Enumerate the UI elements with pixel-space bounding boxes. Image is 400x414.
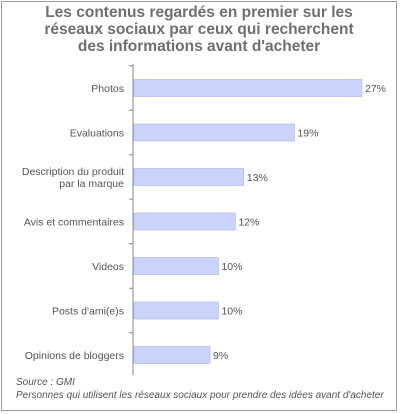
source-note: Source : GMI bbox=[16, 377, 75, 388]
bar-value-label: 27% bbox=[365, 83, 386, 95]
bar-value-label: 10% bbox=[221, 261, 242, 273]
category-label: Opinions de bloggers bbox=[25, 350, 124, 362]
category-label: Photos bbox=[91, 83, 124, 95]
category-label: Posts d'ami(e)s bbox=[52, 306, 124, 318]
bar bbox=[133, 346, 211, 364]
bar bbox=[133, 123, 295, 142]
bar bbox=[133, 79, 363, 97]
chart-title-line-3: des informations avant d'acheter bbox=[77, 38, 321, 55]
bar-value-label: 12% bbox=[238, 217, 259, 229]
category-label: Description du produit bbox=[22, 166, 124, 178]
bar bbox=[133, 257, 219, 275]
chart-footer: Source : GMI Personnes qui utilisent les… bbox=[16, 376, 384, 402]
bar bbox=[133, 212, 236, 231]
category-label: par la marque bbox=[59, 178, 124, 190]
population-note: Personnes qui utilisent les réseaux soci… bbox=[16, 390, 384, 401]
bar-value-label: 9% bbox=[213, 350, 228, 362]
category-label: Evaluations bbox=[70, 128, 124, 140]
bar bbox=[133, 168, 245, 186]
category-label: Videos bbox=[92, 261, 124, 273]
chart-title-line-1: Les contenus regardés en premier sur les bbox=[45, 4, 353, 21]
bar-value-label: 19% bbox=[297, 128, 318, 140]
chart-title: Les contenus regardés en premier sur les… bbox=[6, 4, 392, 55]
chart-title-line-2: réseaux sociaux par ceux qui recherchent bbox=[44, 21, 354, 38]
bar bbox=[133, 301, 219, 320]
bar-value-label: 10% bbox=[221, 306, 242, 318]
bar-value-label: 13% bbox=[247, 172, 268, 184]
category-label: Avis et commentaires bbox=[24, 217, 124, 229]
